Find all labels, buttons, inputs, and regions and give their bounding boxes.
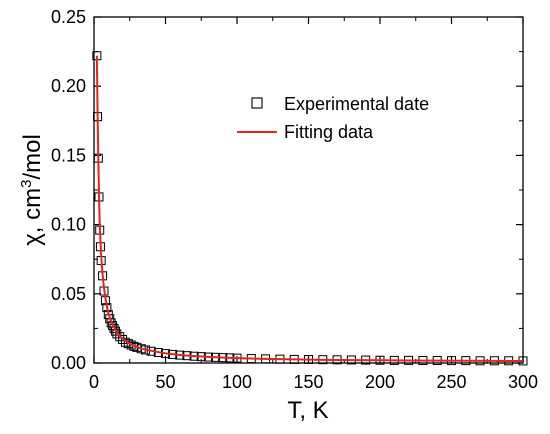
x-tick-label: 50 [155,372,175,392]
x-axis-title: T, K [287,397,328,424]
y-tick-label: 0.25 [51,7,86,27]
legend-marker-experimental [251,97,263,109]
plot-frame [93,16,524,364]
y-tick-label: 0.15 [51,145,86,165]
data-point [115,332,125,342]
legend: Experimental date Fitting data [237,94,429,142]
y-tick-label: 0.10 [51,215,86,235]
y-axis-title-prefix: χ, cm [19,188,46,246]
legend-label-experimental: Experimental date [284,94,429,114]
y-axis-title: χ, cm3/mol [18,134,46,246]
data-point [123,339,133,349]
y-tick-label: 0.00 [51,353,86,373]
x-axis-ticks: 0 50 100 150 200 250 300 [89,17,538,392]
legend-label-fit: Fitting data [284,122,374,142]
fit-line [95,55,524,363]
y-tick-label: 0.05 [51,284,86,304]
y-axis-title-suffix: /mol [19,134,46,179]
plot-marks [92,51,528,366]
x-tick-label: 0 [89,372,99,392]
data-point [126,340,136,350]
x-tick-label: 100 [222,372,252,392]
x-tick-label: 200 [365,372,395,392]
x-tick-label: 250 [436,372,466,392]
x-tick-label: 150 [293,372,323,392]
data-point [109,323,119,333]
y-axis-title-superscript: 3 [18,180,35,188]
y-tick-label: 0.20 [51,76,86,96]
data-point [112,329,122,339]
y-axis-ticks: 0.00 0.05 0.10 0.15 0.20 0.25 [51,7,523,373]
x-tick-label: 300 [508,372,538,392]
